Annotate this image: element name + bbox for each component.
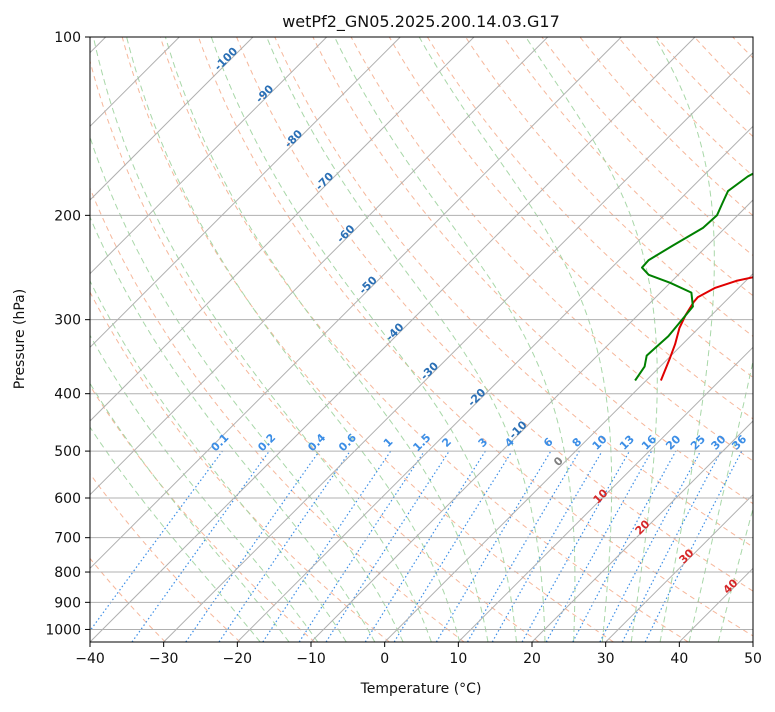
x-tick-label: 0 xyxy=(380,651,389,667)
x-tick-label: 30 xyxy=(597,651,615,667)
chart-title: wetPf2_GN05.2025.200.14.03.G17 xyxy=(282,12,560,32)
x-tick-label: −30 xyxy=(149,651,179,667)
y-tick-label: 300 xyxy=(54,313,81,329)
y-tick-label: 1000 xyxy=(45,622,81,638)
x-tick-label: −20 xyxy=(223,651,253,667)
y-tick-label: 700 xyxy=(54,531,81,547)
y-tick-label: 400 xyxy=(54,387,81,403)
x-axis-label: Temperature (°C) xyxy=(360,681,482,697)
x-tick-label: −10 xyxy=(296,651,326,667)
y-tick-label: 100 xyxy=(54,30,81,46)
y-tick-label: 800 xyxy=(54,565,81,581)
x-tick-label: −40 xyxy=(75,651,105,667)
x-tick-label: 40 xyxy=(670,651,688,667)
x-tick-label: 50 xyxy=(744,651,762,667)
y-tick-label: 600 xyxy=(54,491,81,507)
y-tick-label: 900 xyxy=(54,595,81,611)
y-axis-label: Pressure (hPa) xyxy=(12,289,28,389)
x-tick-label: 20 xyxy=(523,651,541,667)
y-tick-label: 200 xyxy=(54,208,81,224)
y-tick-label: 500 xyxy=(54,444,81,460)
x-tick-label: 10 xyxy=(449,651,467,667)
